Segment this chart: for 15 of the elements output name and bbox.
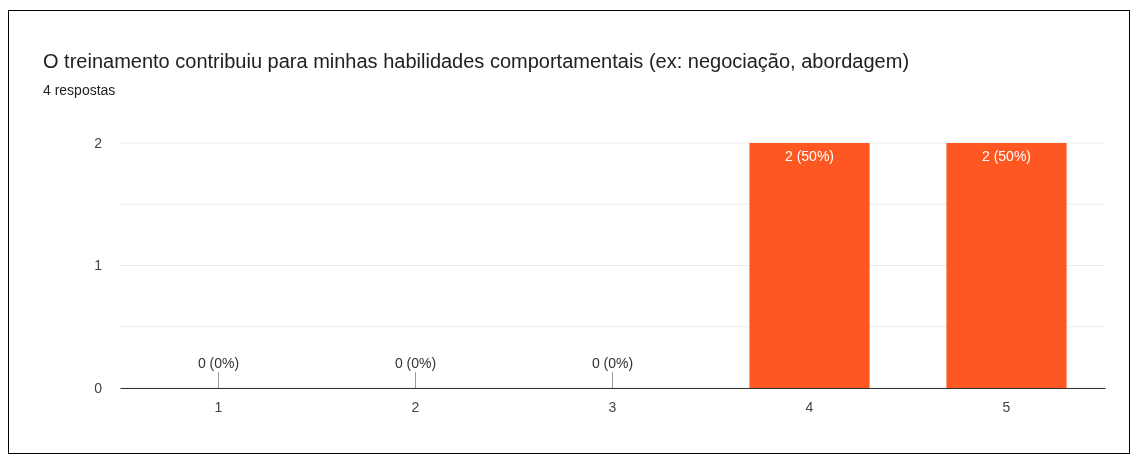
y-tick-label: 0 — [94, 379, 103, 396]
data-label: 0 (0%) — [197, 355, 240, 371]
y-tick-label: 2 — [94, 134, 103, 151]
chart-title: O treinamento contribuiu para minhas habilidades comportamentais (ex: negociação, abordagem) — [43, 50, 910, 72]
x-tick-label: 3 — [608, 398, 617, 415]
x-tick-label: 2 — [411, 398, 420, 415]
chart-subtitle: 4 respostas — [43, 82, 116, 98]
x-tick-label: 5 — [1002, 398, 1011, 415]
x-tick-label: 4 — [805, 398, 814, 415]
data-label: 2 (50%) — [784, 148, 835, 164]
data-label: 2 (50%) — [981, 148, 1032, 164]
x-tick-label: 1 — [214, 398, 223, 415]
data-label: 0 (0%) — [591, 355, 634, 371]
data-label: 0 (0%) — [394, 355, 437, 371]
y-tick-label: 1 — [94, 257, 103, 274]
